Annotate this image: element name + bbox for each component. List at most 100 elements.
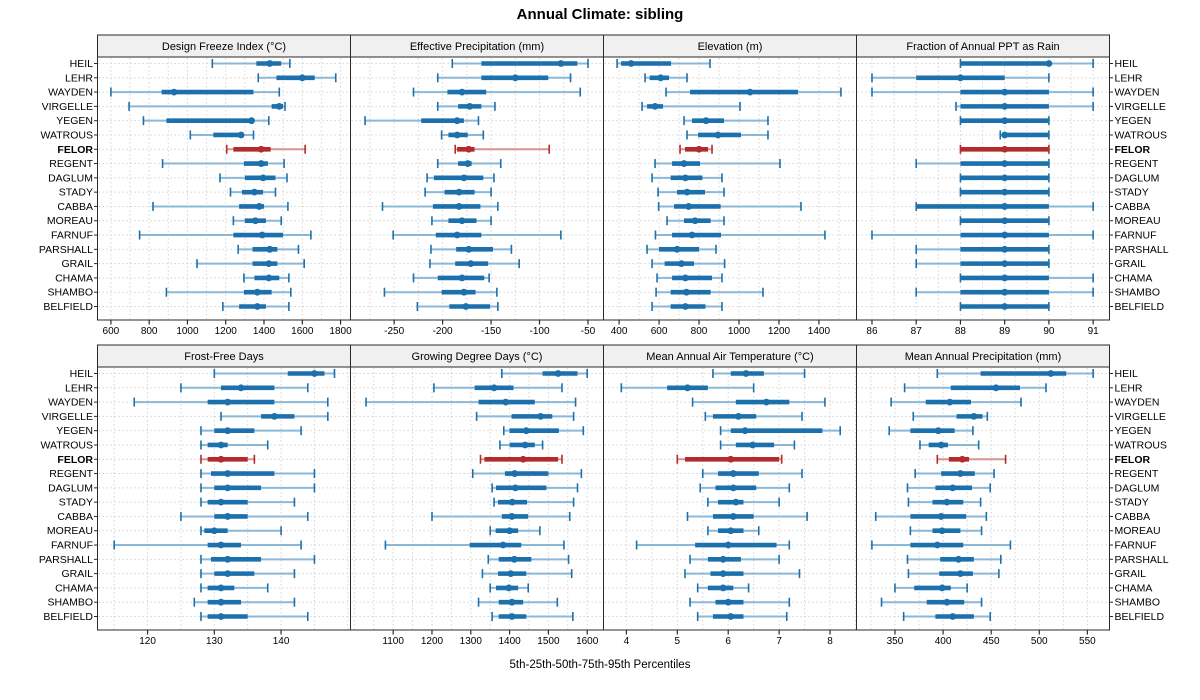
axis-tick-label: 1400 [253,326,276,337]
median-dot [502,398,510,406]
median-dot [217,455,225,463]
station-label-right: YEGEN [1115,425,1152,437]
station-label-left: VIRGELLE [42,101,93,113]
median-dot [508,498,516,506]
station-label-left: WATROUS [41,439,94,451]
percentile-interval [138,230,312,240]
percentile-interval [489,526,541,536]
station-label-left: WAYDEN [48,87,93,99]
percentile-interval [719,440,796,450]
median-dot [742,370,750,377]
percentile-interval [871,540,1012,550]
panel: Growing Degree Days (°C) 1100 1200 1300 1400… [350,344,604,647]
panel-box [97,56,351,321]
percentile-interval [431,216,492,226]
station-label-right: FELOR [1115,454,1151,466]
median-dot [557,60,565,67]
station-label-right: YEGEN [1115,115,1152,127]
median-dot [1001,117,1009,125]
station-label-left: WATROUS [41,129,94,141]
axis-tick-label: 600 [651,326,668,337]
median-dot [455,188,463,196]
median-dot [521,441,529,449]
percentile-interval [196,259,305,269]
median-dot [224,427,232,435]
percentile-interval [383,287,498,297]
percentile-interval [665,87,842,97]
station-label-right: STADY [1115,497,1149,509]
station-label-left: YEGEN [56,425,93,437]
panel-box [350,366,604,631]
panel-strip-title: Fraction of Annual PPT as Rain [906,41,1059,53]
axis-tick-label: 350 [887,636,904,647]
percentile-interval [225,144,306,154]
axis-tick-label: 1100 [382,636,404,647]
percentile-interval [959,59,1094,68]
station-label-right: WATROUS [1115,439,1168,451]
percentile-interval [424,187,492,197]
station-label-left: BELFIELD [43,301,93,313]
station-label-left: MOREAU [47,215,93,227]
percentile-interval [959,144,1050,154]
percentile-interval [999,130,1050,140]
median-dot [467,260,475,268]
median-dot [732,498,740,506]
median-dot [1001,131,1009,139]
median-dot [251,217,259,225]
median-dot [724,598,732,606]
panel-box [856,366,1110,631]
station-label-right: CHAMA [1115,582,1153,594]
axis-tick-label: 1200 [768,326,791,337]
percentile-interval [880,597,983,607]
panel-box [97,366,351,631]
axis-tick-label: 6 [725,636,731,647]
axis-tick-label: 130 [206,636,223,647]
median-dot [217,441,225,449]
percentile-interval [686,511,808,521]
percentile-interval [914,469,995,479]
median-dot [729,484,737,492]
station-label-left: MOREAU [47,525,93,537]
median-dot [455,203,463,210]
median-dot [719,555,727,563]
percentile-interval [431,511,571,521]
axis-tick-label: 1200 [215,326,238,337]
axis-tick-label: 1500 [537,636,560,647]
percentile-interval [955,101,1094,111]
axis-tick-label: -150 [481,326,501,337]
percentile-interval [229,187,277,197]
median-dot [673,245,681,253]
station-label-right: GRAIL [1115,258,1147,270]
percentile-interval [436,101,496,111]
percentile-interval [915,159,1050,169]
median-dot [1001,102,1009,110]
percentile-interval [189,130,255,140]
station-label-right: DAGLUM [1115,482,1160,494]
percentile-interval [906,554,1002,564]
median-dot [957,74,964,82]
panel: Mean Annual Precipitation (mm) 350 400 450 5… [856,344,1110,647]
median-dot [224,513,232,520]
percentile-interval [699,483,791,493]
median-dot [749,441,757,449]
median-dot [958,455,966,463]
percentile-interval [180,511,309,521]
median-dot [683,188,691,196]
median-dot [458,88,466,96]
axis-tick-label: 1300 [460,636,483,647]
axis-tick-label: 1800 [329,326,352,337]
median-dot [537,412,545,420]
median-dot [217,598,225,606]
percentile-interval [471,469,583,479]
median-dot [259,174,267,182]
axis-tick-label: 91 [1088,326,1100,337]
percentile-interval [502,426,585,436]
percentile-interval [237,244,300,254]
median-dot [265,274,273,282]
panel-box [603,56,857,321]
percentile-interval [416,302,499,311]
percentile-interval [686,130,769,140]
median-dot [506,527,513,535]
median-dot [685,203,693,210]
